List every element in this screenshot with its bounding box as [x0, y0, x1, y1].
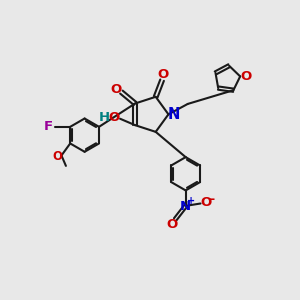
Text: O: O: [110, 82, 122, 96]
Text: N: N: [168, 107, 180, 122]
Text: +: +: [187, 196, 195, 206]
Text: N: N: [180, 200, 191, 213]
Text: O: O: [157, 68, 168, 81]
Text: O: O: [166, 218, 177, 231]
Text: F: F: [44, 120, 53, 133]
Text: O: O: [241, 70, 252, 83]
Text: O: O: [52, 150, 62, 163]
Text: –: –: [209, 193, 215, 206]
Text: O: O: [200, 196, 211, 208]
Text: O: O: [108, 111, 119, 124]
Text: H: H: [99, 111, 110, 124]
